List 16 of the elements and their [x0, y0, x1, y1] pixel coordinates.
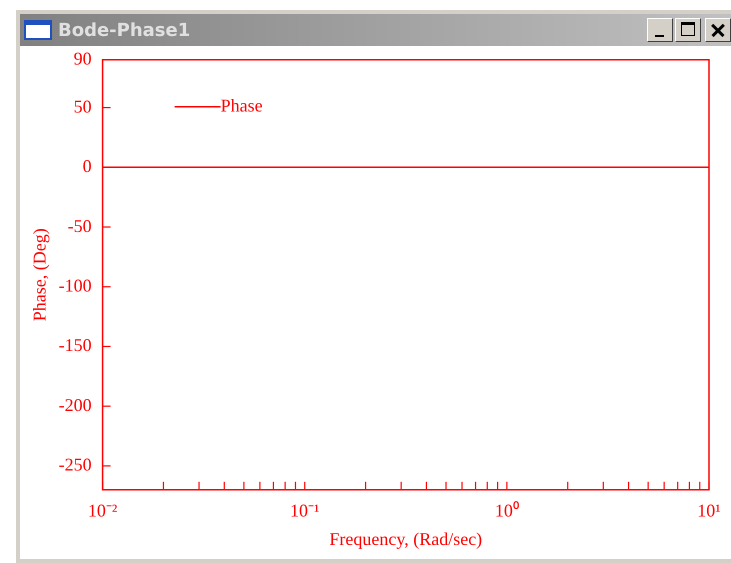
y-tick-label: -100 [58, 275, 92, 296]
y-tick-label: 90 [74, 48, 92, 69]
legend-label: Phase [220, 96, 263, 116]
y-axis-title: Phase, (Deg) [30, 228, 50, 322]
y-tick-label: 50 [74, 96, 92, 116]
y-tick-label: -200 [58, 394, 92, 415]
y-tick-label: -150 [58, 335, 92, 356]
x-tick-label: 10⁰ [494, 500, 519, 520]
x-tick-label: 10⁻² [88, 500, 118, 520]
y-tick-label: -50 [68, 216, 92, 236]
x-axis-title: Frequency, (Rad/sec) [329, 528, 482, 549]
x-tick-label: 10⁻¹ [290, 500, 320, 520]
y-tick-label: -250 [58, 454, 92, 475]
x-tick-label: 10¹ [697, 500, 721, 520]
chart-title: Bode-Phase1 [58, 20, 190, 40]
y-tick-label: 0 [82, 156, 92, 176]
